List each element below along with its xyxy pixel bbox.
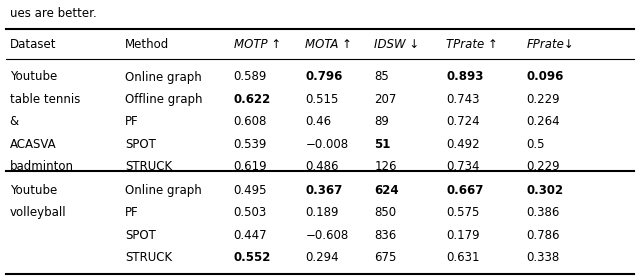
Text: 0.539: 0.539 — [234, 138, 267, 151]
Text: 0.631: 0.631 — [446, 251, 479, 264]
Text: 0.724: 0.724 — [446, 115, 480, 128]
Text: table tennis: table tennis — [10, 93, 80, 106]
Text: 0.189: 0.189 — [305, 206, 339, 219]
Text: Youtube: Youtube — [10, 184, 57, 197]
Text: SPOT: SPOT — [125, 138, 156, 151]
Text: 0.622: 0.622 — [234, 93, 271, 106]
Text: Online graph: Online graph — [125, 71, 202, 83]
Text: ues are better.: ues are better. — [10, 7, 97, 20]
Text: 0.743: 0.743 — [446, 93, 479, 106]
Text: ACASVA: ACASVA — [10, 138, 56, 151]
Text: 0.552: 0.552 — [234, 251, 271, 264]
Text: PF: PF — [125, 206, 138, 219]
Text: 0.294: 0.294 — [305, 251, 339, 264]
Text: badminton: badminton — [10, 160, 74, 173]
Text: 624: 624 — [374, 184, 399, 197]
Text: IDSW ↓: IDSW ↓ — [374, 38, 420, 51]
Text: 51: 51 — [374, 138, 391, 151]
Text: 0.492: 0.492 — [446, 138, 480, 151]
Text: FPrate↓: FPrate↓ — [527, 38, 575, 51]
Text: Online graph: Online graph — [125, 184, 202, 197]
Text: STRUCK: STRUCK — [125, 251, 172, 264]
Text: 0.796: 0.796 — [305, 71, 342, 83]
Text: 836: 836 — [374, 229, 397, 242]
Text: TPrate ↑: TPrate ↑ — [446, 38, 498, 51]
Text: Method: Method — [125, 38, 169, 51]
Text: Offline graph: Offline graph — [125, 93, 202, 106]
Text: Youtube: Youtube — [10, 71, 57, 83]
Text: 0.575: 0.575 — [446, 206, 479, 219]
Text: SPOT: SPOT — [125, 229, 156, 242]
Text: 675: 675 — [374, 251, 397, 264]
Text: 0.096: 0.096 — [527, 71, 564, 83]
Text: PF: PF — [125, 115, 138, 128]
Text: −0.008: −0.008 — [305, 138, 348, 151]
Text: 0.515: 0.515 — [305, 93, 339, 106]
Text: Dataset: Dataset — [10, 38, 56, 51]
Text: 89: 89 — [374, 115, 389, 128]
Text: −0.608: −0.608 — [305, 229, 349, 242]
Text: 0.447: 0.447 — [234, 229, 268, 242]
Text: 207: 207 — [374, 93, 397, 106]
Text: 0.229: 0.229 — [527, 160, 561, 173]
Text: 0.5: 0.5 — [527, 138, 545, 151]
Text: 0.734: 0.734 — [446, 160, 479, 173]
Text: 850: 850 — [374, 206, 397, 219]
Text: 0.229: 0.229 — [527, 93, 561, 106]
Text: 126: 126 — [374, 160, 397, 173]
Text: volleyball: volleyball — [10, 206, 66, 219]
Text: MOTP ↑: MOTP ↑ — [234, 38, 281, 51]
Text: 0.619: 0.619 — [234, 160, 268, 173]
Text: 0.786: 0.786 — [527, 229, 560, 242]
Text: 0.302: 0.302 — [527, 184, 564, 197]
Text: 0.589: 0.589 — [234, 71, 267, 83]
Text: 0.46: 0.46 — [305, 115, 332, 128]
Text: 0.486: 0.486 — [305, 160, 339, 173]
Text: STRUCK: STRUCK — [125, 160, 172, 173]
Text: 0.608: 0.608 — [234, 115, 267, 128]
Text: &: & — [10, 115, 19, 128]
Text: 0.893: 0.893 — [446, 71, 483, 83]
Text: 0.264: 0.264 — [527, 115, 561, 128]
Text: 0.495: 0.495 — [234, 184, 267, 197]
Text: 0.503: 0.503 — [234, 206, 267, 219]
Text: 85: 85 — [374, 71, 389, 83]
Text: 0.338: 0.338 — [527, 251, 560, 264]
Text: 0.667: 0.667 — [446, 184, 483, 197]
Text: 0.179: 0.179 — [446, 229, 480, 242]
Text: 0.367: 0.367 — [305, 184, 342, 197]
Text: 0.386: 0.386 — [527, 206, 560, 219]
Text: MOTA ↑: MOTA ↑ — [305, 38, 352, 51]
